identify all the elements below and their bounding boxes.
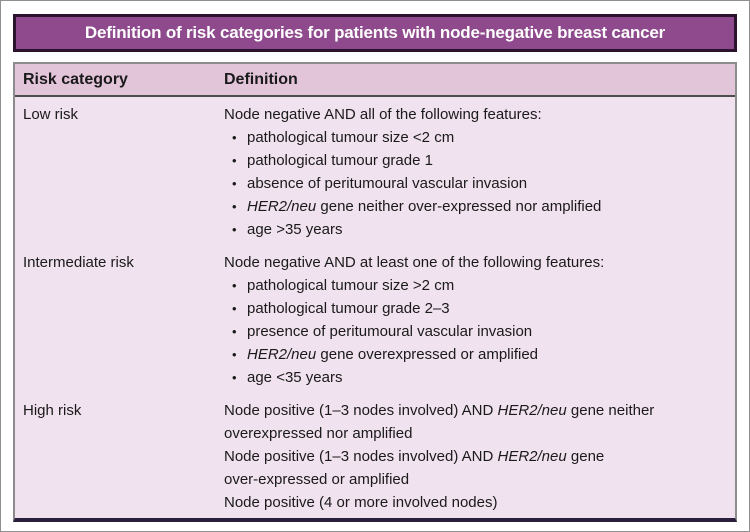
definition-text: pathological tumour size >2 cm <box>247 274 454 297</box>
text-segment: gene neither over-expressed nor amplifie… <box>316 198 602 215</box>
text-segment: pathological tumour size >2 cm <box>247 277 455 294</box>
definition-text: overexpressed nor amplified <box>224 425 412 442</box>
risk-category-cell: Low risk <box>23 106 79 123</box>
definition-text: pathological tumour size <2 cm <box>247 126 454 149</box>
column-header-definition: Definition <box>224 71 298 88</box>
risk-category-cell: High risk <box>23 402 82 419</box>
gene-name-italic: HER2/neu <box>497 448 567 465</box>
text-segment: overexpressed nor amplified <box>224 425 413 442</box>
definition-text: over-expressed or amplified <box>224 471 409 488</box>
text-segment: pathological tumour grade 1 <box>247 152 433 169</box>
definition-bullet-item: • pathological tumour size >2 cm <box>224 274 725 297</box>
text-segment: gene overexpressed or amplified <box>316 346 539 363</box>
text-segment: Node positive (1–3 nodes involved) AND <box>224 402 498 419</box>
column-header-risk-category: Risk category <box>23 71 128 88</box>
bullet-icon: • <box>232 347 237 362</box>
definition-text: HER2/neu gene overexpressed or amplified <box>247 343 538 366</box>
definition-line: Node positive (4 or more involved nodes) <box>224 491 725 514</box>
text-segment: Node negative AND at least one of the fo… <box>224 254 605 271</box>
bullet-icon: • <box>232 153 237 168</box>
text-segment: gene neither <box>566 402 655 419</box>
definition-bullet-item: • absence of peritumoural vascular invasi… <box>224 172 725 195</box>
text-segment: pathological tumour grade 2–3 <box>247 300 450 317</box>
bullet-icon: • <box>232 278 237 293</box>
gene-name-italic: HER2/neu <box>497 402 567 419</box>
text-segment: absence of peritumoural vascular invasio… <box>247 175 528 192</box>
definition-line: Node negative AND at least one of the fo… <box>224 251 725 274</box>
text-segment: age <35 years <box>247 369 343 386</box>
definition-text: Node positive (4 or more involved nodes) <box>224 494 497 511</box>
table-title: Definition of risk categories for patien… <box>84 23 666 42</box>
definition-bullet-item: • pathological tumour grade 1 <box>224 149 725 172</box>
definition-text: Node negative AND at least one of the fo… <box>224 254 604 271</box>
text-segment: Node positive (4 or more involved nodes) <box>224 494 498 511</box>
gene-name-italic: HER2/neu <box>247 346 317 363</box>
text-segment: pathological tumour size <2 cm <box>247 129 455 146</box>
table-body: Low risk Node negative AND all of the fol… <box>15 97 735 518</box>
risk-category-cell: Intermediate risk <box>23 254 134 271</box>
definition-bullet-item: • presence of peritumoural vascular invas… <box>224 320 725 343</box>
text-segment: age >35 years <box>247 221 343 238</box>
definition-bullet-item: • HER2/neu gene neither over-expressed no… <box>224 195 725 218</box>
gene-name-italic: HER2/neu <box>247 198 317 215</box>
definition-text: pathological tumour grade 1 <box>247 149 433 172</box>
risk-category-table: Risk category Definition Low risk Node ne… <box>13 62 737 522</box>
definition-text: age <35 years <box>247 366 343 389</box>
table-header-row: Risk category Definition <box>15 64 735 97</box>
table-row: Low risk Node negative AND all of the fol… <box>15 97 735 245</box>
definition-text: absence of peritumoural vascular invasio… <box>247 172 527 195</box>
definition-text: pathological tumour grade 2–3 <box>247 297 450 320</box>
definition-bullet-item: • age >35 years <box>224 218 725 241</box>
definition-text: Node positive (1–3 nodes involved) AND H… <box>224 448 604 465</box>
text-segment: Node negative AND all of the following f… <box>224 106 542 123</box>
definition-line: overexpressed nor amplified <box>224 422 725 445</box>
table-row: High risk Node positive (1–3 nodes involv… <box>15 393 735 518</box>
bullet-icon: • <box>232 222 237 237</box>
definition-text: Node negative AND all of the following f… <box>224 106 542 123</box>
definition-bullet-item: • age <35 years <box>224 366 725 389</box>
definition-text: age >35 years <box>247 218 343 241</box>
definition-cell: Node negative AND all of the following f… <box>224 103 735 241</box>
definition-line: over-expressed or amplified <box>224 468 725 491</box>
bullet-icon: • <box>232 324 237 339</box>
definition-line: Node positive (1–3 nodes involved) AND H… <box>224 399 725 422</box>
bullet-icon: • <box>232 370 237 385</box>
bullet-icon: • <box>232 130 237 145</box>
definition-cell: Node negative AND at least one of the fo… <box>224 251 735 389</box>
definition-line: Node negative AND all of the following f… <box>224 103 725 126</box>
definition-line: Node positive (1–3 nodes involved) AND H… <box>224 445 725 468</box>
definition-text: Node positive (1–3 nodes involved) AND H… <box>224 402 654 419</box>
bullet-icon: • <box>232 301 237 316</box>
definition-text: presence of peritumoural vascular invasi… <box>247 320 532 343</box>
table-row: Intermediate risk Node negative AND at le… <box>15 245 735 393</box>
text-segment: gene <box>566 448 605 465</box>
bullet-icon: • <box>232 199 237 214</box>
bullet-icon: • <box>232 176 237 191</box>
definition-text: HER2/neu gene neither over-expressed nor… <box>247 195 601 218</box>
table-title-bar: Definition of risk categories for patien… <box>13 14 737 52</box>
text-segment: over-expressed or amplified <box>224 471 410 488</box>
text-segment: presence of peritumoural vascular invasi… <box>247 323 533 340</box>
definition-bullet-item: • pathological tumour grade 2–3 <box>224 297 725 320</box>
definition-bullet-item: • HER2/neu gene overexpressed or amplifie… <box>224 343 725 366</box>
text-segment: Node positive (1–3 nodes involved) AND <box>224 448 498 465</box>
definition-cell: Node positive (1–3 nodes involved) AND H… <box>224 399 735 514</box>
definition-bullet-item: • pathological tumour size <2 cm <box>224 126 725 149</box>
